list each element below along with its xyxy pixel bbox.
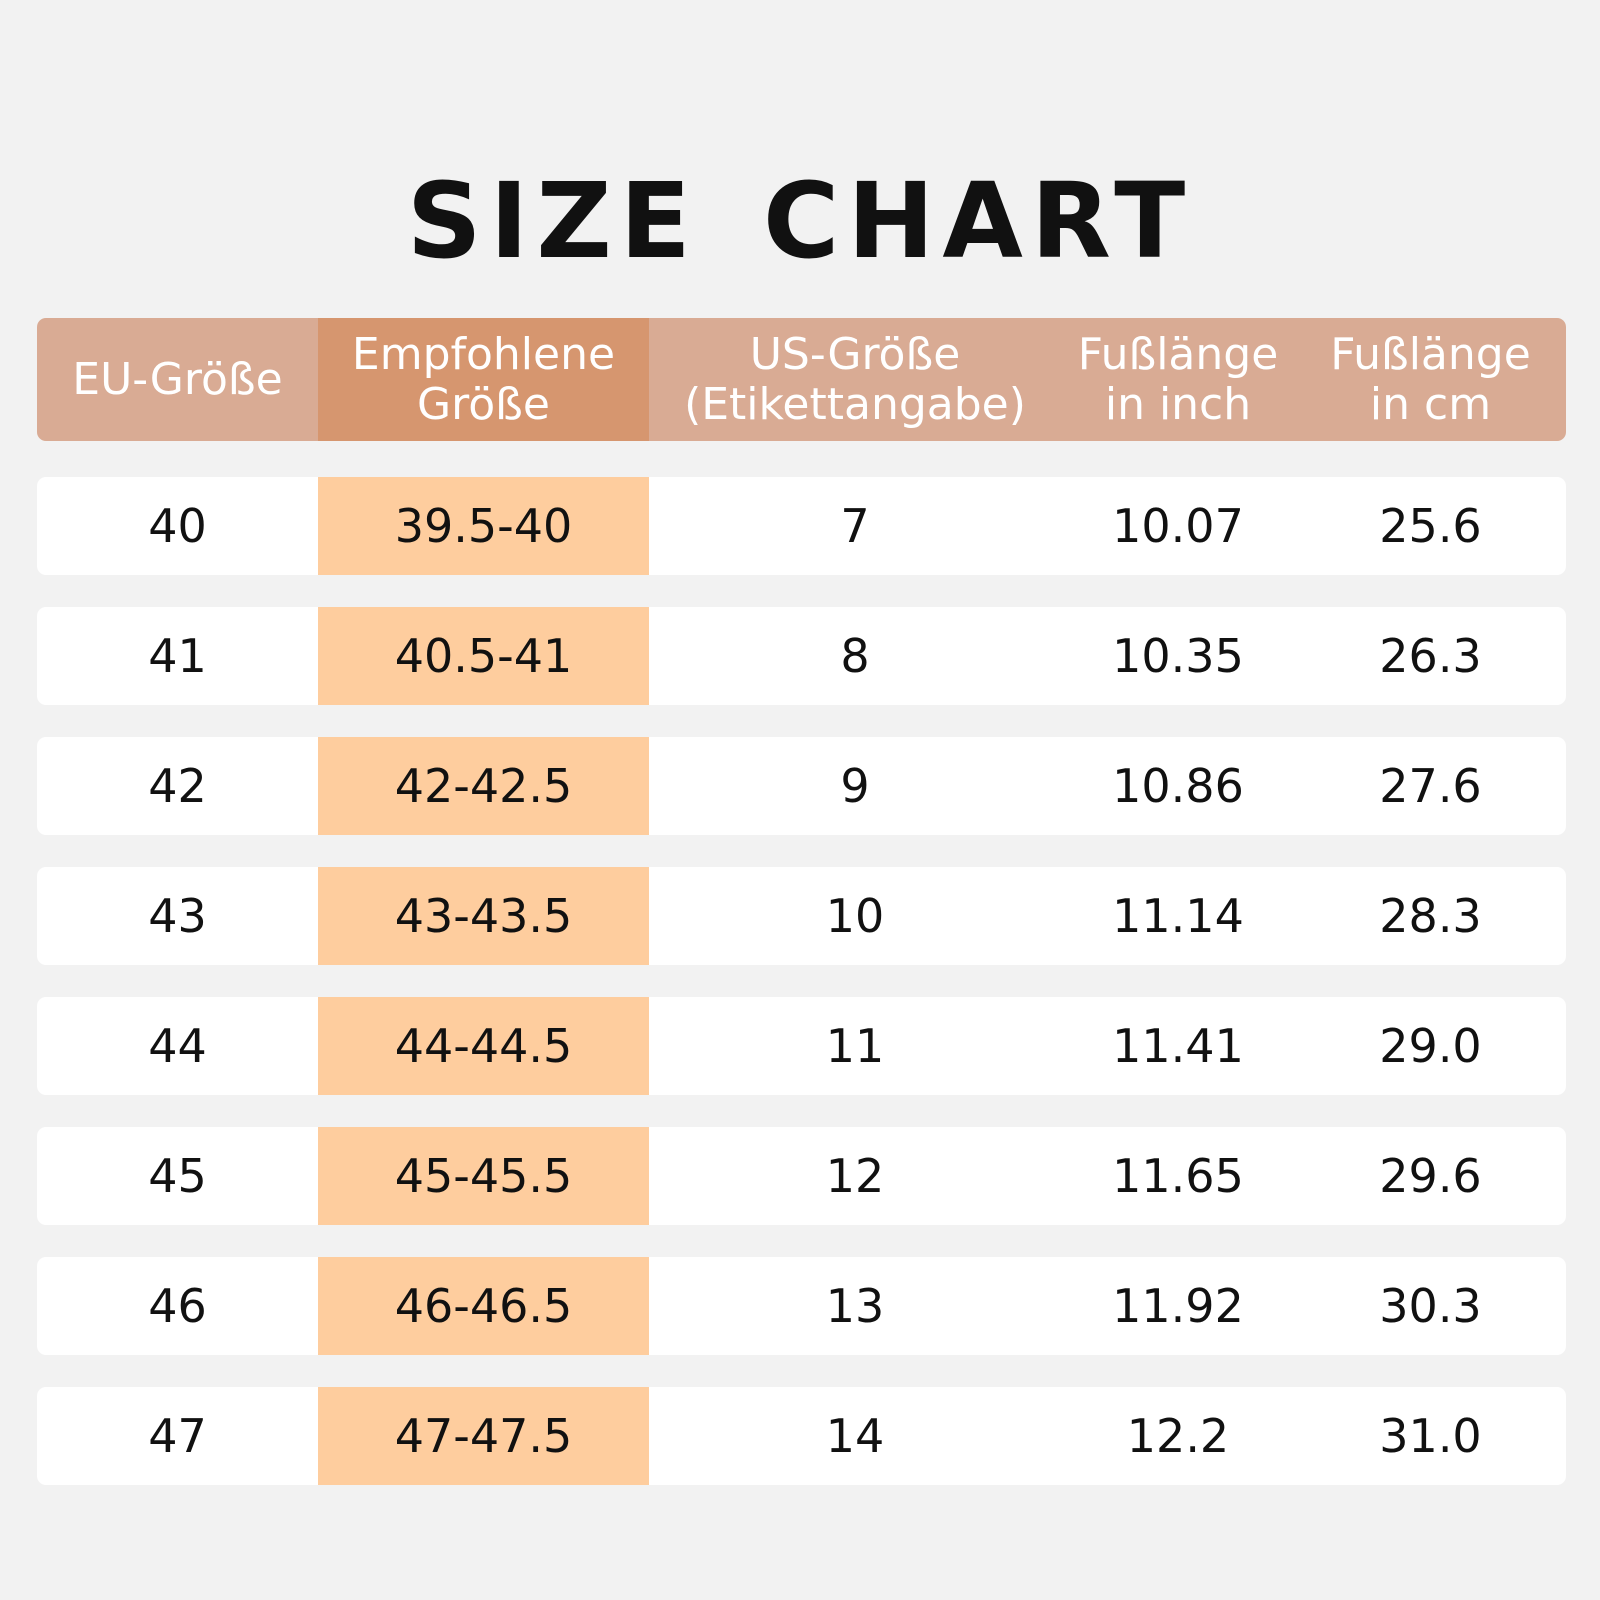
- table-cell: 45: [148, 1149, 207, 1203]
- table-cell: 29.6: [1379, 1149, 1482, 1203]
- table-row: 40 39.5-40 7 10.07 25.6: [37, 477, 1566, 575]
- header-cell: Fußlänge in inch: [1061, 318, 1295, 441]
- table-cell: 9: [840, 759, 870, 813]
- table-cell: 12: [825, 1149, 885, 1203]
- table-cell: 25.6: [1379, 499, 1482, 553]
- table-cell: 39.5-40: [318, 477, 649, 575]
- table-cell: 26.3: [1379, 629, 1482, 683]
- table-row: 46 46-46.5 13 11.92 30.3: [37, 1257, 1566, 1355]
- table-cell: 10.86: [1112, 759, 1244, 813]
- header-text: EU-Größe: [72, 353, 283, 405]
- table-cell: 10.07: [1112, 499, 1244, 553]
- table-row: 41 40.5-41 8 10.35 26.3: [37, 607, 1566, 705]
- table-cell: 44-44.5: [318, 997, 649, 1095]
- table-cell: 42-42.5: [318, 737, 649, 835]
- table-cell: 30.3: [1379, 1279, 1482, 1333]
- table-row: 44 44-44.5 11 11.41 29.0: [37, 997, 1566, 1095]
- header-text: Fußlänge: [1077, 328, 1279, 380]
- title: SIZE CHART: [406, 160, 1194, 282]
- table-cell: 47-47.5: [318, 1387, 649, 1485]
- header-cell: Empfohlene Größe: [318, 318, 649, 441]
- table-cell: 29.0: [1379, 1019, 1482, 1073]
- table-cell: 11.92: [1112, 1279, 1244, 1333]
- table-cell: 40: [148, 499, 207, 553]
- table-cell: 40.5-41: [318, 607, 649, 705]
- header-row: EU-Größe Empfohlene Größe US-Größe (Etiketta…: [37, 318, 1566, 441]
- header-cell: EU-Größe: [37, 318, 318, 441]
- table-cell: 11: [825, 1019, 885, 1073]
- table-cell: 43-43.5: [318, 867, 649, 965]
- table-cell: 42: [148, 759, 207, 813]
- header-cell: US-Größe (Etikettangabe): [649, 318, 1061, 441]
- header-text: in inch: [1104, 378, 1252, 430]
- table-cell: 43: [148, 889, 207, 943]
- table-row: 42 42-42.5 9 10.86 27.6: [37, 737, 1566, 835]
- header-text: in cm: [1369, 378, 1492, 430]
- header-text: Fußlänge: [1330, 328, 1531, 380]
- table-cell: 41: [148, 629, 207, 683]
- table-cell: 45-45.5: [318, 1127, 649, 1225]
- table-row: 47 47-47.5 14 12.2 31.0: [37, 1387, 1566, 1485]
- table-cell: 11.41: [1112, 1019, 1244, 1073]
- table-cell: 10.35: [1112, 629, 1244, 683]
- table-cell: 10: [825, 889, 885, 943]
- header-text: (Etikettangabe): [684, 378, 1026, 430]
- table-cell: 31.0: [1379, 1409, 1482, 1463]
- header-text: US-Größe: [749, 328, 961, 380]
- table-cell: 8: [840, 629, 870, 683]
- header-cell: Fußlänge in cm: [1295, 318, 1566, 441]
- header-text: Größe: [417, 378, 550, 430]
- table-cell: 11.65: [1112, 1149, 1244, 1203]
- table-cell: 13: [825, 1279, 885, 1333]
- table-cell: 27.6: [1379, 759, 1482, 813]
- table-cell: 12.2: [1126, 1409, 1230, 1463]
- table-cell: 46-46.5: [318, 1257, 649, 1355]
- table-cell: 47: [148, 1409, 207, 1463]
- table-cell: 28.3: [1379, 889, 1482, 943]
- table-cell: 7: [840, 499, 870, 553]
- table-cell: 11.14: [1112, 889, 1244, 943]
- table-cell: 46: [148, 1279, 207, 1333]
- table-cell: 44: [148, 1019, 207, 1073]
- table-row: 43 43-43.5 10 11.14 28.3: [37, 867, 1566, 965]
- table-cell: 14: [825, 1409, 885, 1463]
- header-text: Empfohlene: [351, 328, 616, 380]
- table-row: 45 45-45.5 12 11.65 29.6: [37, 1127, 1566, 1225]
